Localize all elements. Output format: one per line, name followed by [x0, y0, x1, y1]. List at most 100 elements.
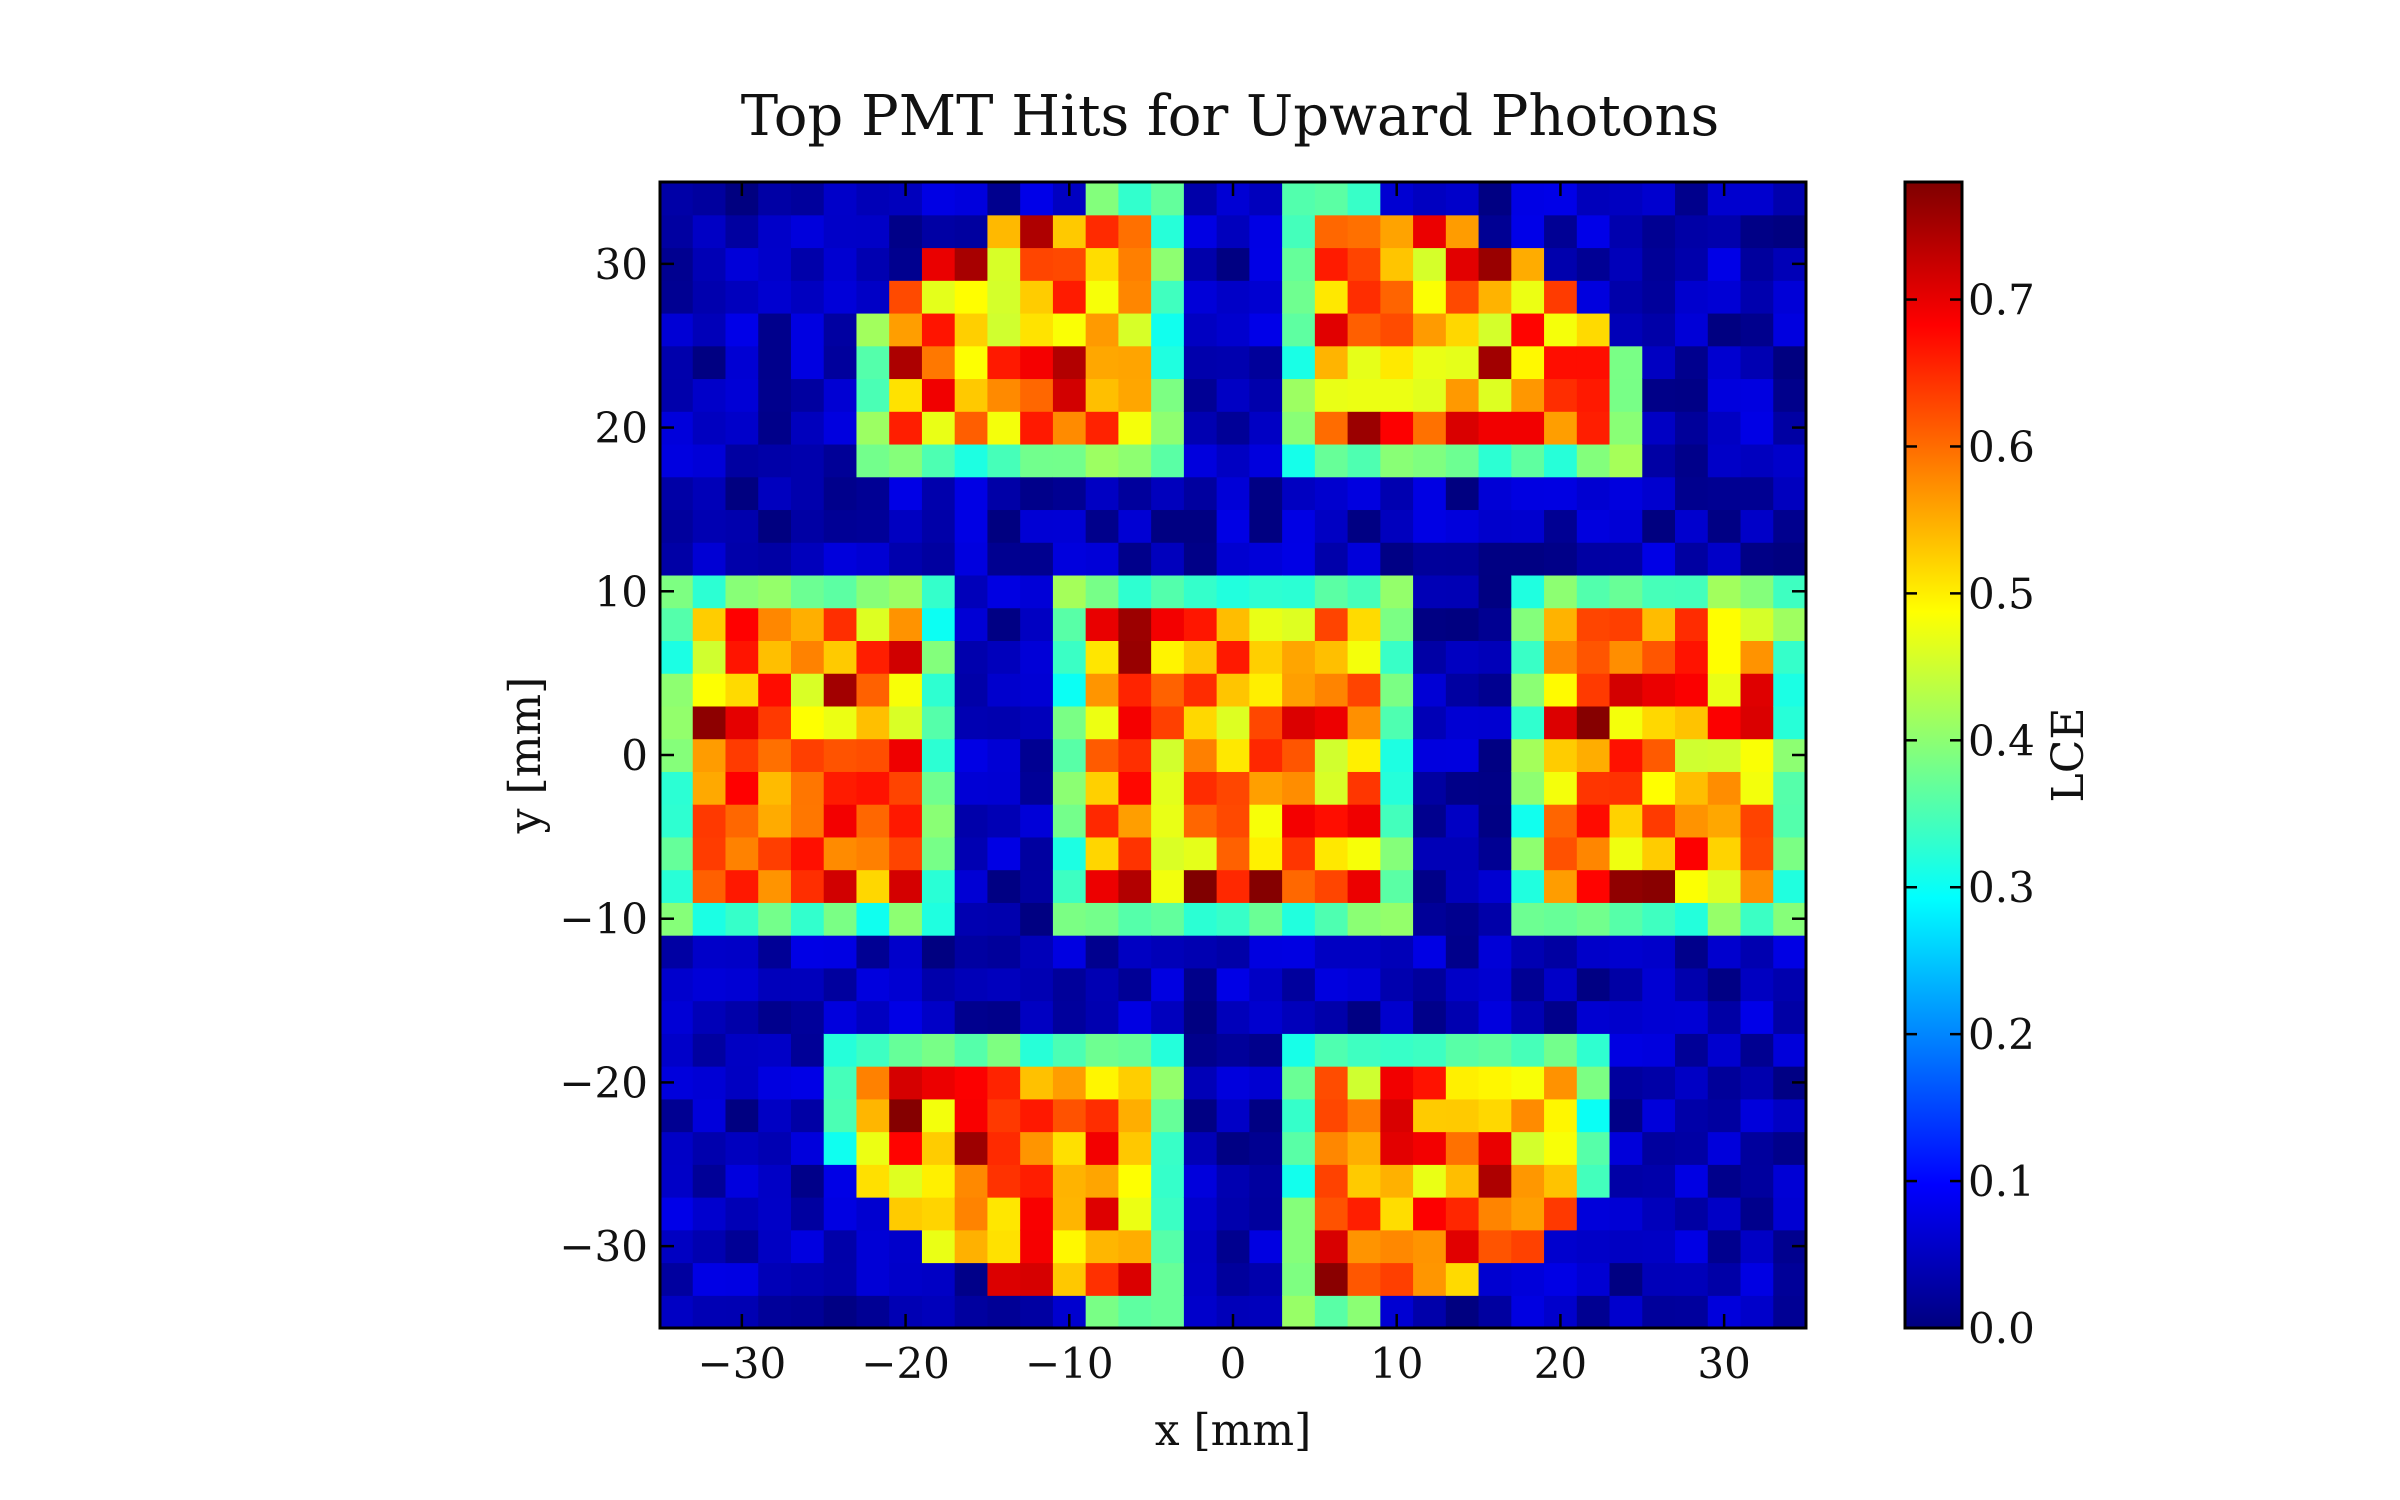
heatmap-cell	[987, 247, 1021, 281]
heatmap-cell	[1282, 640, 1316, 674]
heatmap-cell	[1282, 935, 1316, 969]
heatmap-cell	[758, 411, 792, 445]
heatmap-cell	[758, 1229, 792, 1264]
heatmap-cell	[1740, 967, 1774, 1002]
heatmap-cell	[725, 312, 759, 347]
heatmap-cell	[1511, 869, 1545, 903]
heatmap-cell	[856, 574, 890, 609]
heatmap-cell	[954, 509, 989, 543]
heatmap-cell	[1347, 902, 1381, 936]
heatmap-cell	[1249, 182, 1283, 216]
heatmap-cell	[1347, 247, 1381, 281]
heatmap-cell	[1413, 1131, 1447, 1165]
heatmap-cell	[1609, 967, 1643, 1002]
heatmap-cell	[823, 902, 858, 936]
heatmap-cell	[1707, 247, 1742, 281]
heatmap-cell	[1020, 673, 1054, 707]
heatmap-cell	[660, 967, 694, 1002]
heatmap-cell	[1511, 509, 1545, 543]
heatmap-cell	[856, 312, 890, 347]
heatmap-cell	[987, 705, 1021, 740]
heatmap-cell	[1052, 967, 1087, 1002]
heatmap-cell	[1347, 1000, 1381, 1034]
heatmap-cell	[1347, 509, 1381, 543]
heatmap-cell	[1118, 607, 1152, 641]
heatmap-cell	[823, 443, 858, 478]
heatmap-cell	[1020, 509, 1054, 543]
heatmap-cell	[1314, 247, 1349, 281]
heatmap-cell	[1380, 378, 1414, 412]
heatmap-cell	[1183, 1295, 1218, 1329]
heatmap-cell	[889, 1164, 923, 1198]
heatmap-cell	[1183, 640, 1218, 674]
heatmap-cell	[954, 542, 989, 576]
heatmap-cell	[1216, 836, 1250, 871]
heatmap-cell	[1347, 182, 1381, 216]
heatmap-cell	[1347, 312, 1381, 347]
heatmap-cell	[1675, 1197, 1709, 1231]
heatmap-cell	[1151, 1262, 1185, 1296]
heatmap-cell	[1609, 214, 1643, 249]
heatmap-cell	[1118, 574, 1152, 609]
heatmap-cell	[660, 345, 694, 380]
colorbar	[1903, 180, 1964, 1330]
heatmap-cell	[921, 771, 956, 805]
heatmap-cell	[1773, 1098, 1807, 1133]
heatmap-cell	[1052, 1000, 1087, 1034]
heatmap-cell	[1544, 935, 1578, 969]
heatmap-cell	[1609, 247, 1643, 281]
heatmap-cell	[1314, 1197, 1349, 1231]
x-tick-label: 20	[1534, 1339, 1587, 1388]
heatmap-cell	[725, 1197, 759, 1231]
heatmap-cell	[1511, 935, 1545, 969]
heatmap-cell	[1085, 967, 1119, 1002]
heatmap-cell	[1675, 411, 1709, 445]
heatmap-cell	[1216, 280, 1250, 314]
heatmap-cell	[692, 1262, 727, 1296]
heatmap-cell	[1740, 1262, 1774, 1296]
heatmap-cell	[758, 607, 792, 641]
heatmap-cell	[987, 1000, 1021, 1034]
heatmap-cell	[823, 1000, 858, 1034]
heatmap-cell	[1347, 836, 1381, 871]
heatmap-cell	[1544, 574, 1578, 609]
heatmap-cell	[1740, 574, 1774, 609]
heatmap-cell	[1020, 935, 1054, 969]
heatmap-cell	[1118, 476, 1152, 511]
heatmap-cell	[889, 443, 923, 478]
heatmap-cell	[1151, 1033, 1185, 1067]
heatmap-cell	[1642, 1262, 1676, 1296]
heatmap-cell	[1675, 1033, 1709, 1067]
heatmap-cell	[1511, 1000, 1545, 1034]
heatmap-cell	[1609, 902, 1643, 936]
heatmap-cell	[1020, 476, 1054, 511]
heatmap-cell	[1380, 771, 1414, 805]
heatmap-cell	[1380, 542, 1414, 576]
heatmap-cell	[1544, 1000, 1578, 1034]
heatmap-cell	[1052, 247, 1087, 281]
heatmap-cell	[1282, 902, 1316, 936]
x-tick-label: 30	[1697, 1339, 1750, 1388]
heatmap-cell	[1052, 1229, 1087, 1264]
heatmap-cell	[1249, 509, 1283, 543]
heatmap-cell	[1773, 1000, 1807, 1034]
heatmap-cell	[1314, 673, 1349, 707]
heatmap-cell	[790, 280, 825, 314]
heatmap-cell	[1773, 1197, 1807, 1231]
heatmap-cell	[1380, 738, 1414, 772]
heatmap-cell	[921, 411, 956, 445]
heatmap-cell	[921, 345, 956, 380]
heatmap-cell	[1249, 771, 1283, 805]
heatmap-cell	[1511, 214, 1545, 249]
heatmap-cell	[758, 542, 792, 576]
heatmap-cell	[1609, 869, 1643, 903]
heatmap-cell	[1642, 312, 1676, 347]
heatmap-cell	[1020, 574, 1054, 609]
heatmap-cell	[692, 1000, 727, 1034]
heatmap-cell	[889, 1000, 923, 1034]
heatmap-cell	[1707, 476, 1742, 511]
heatmap-cell	[823, 1066, 858, 1100]
heatmap-cell	[725, 967, 759, 1002]
heatmap-cell	[1445, 411, 1480, 445]
heatmap-cell	[1413, 411, 1447, 445]
